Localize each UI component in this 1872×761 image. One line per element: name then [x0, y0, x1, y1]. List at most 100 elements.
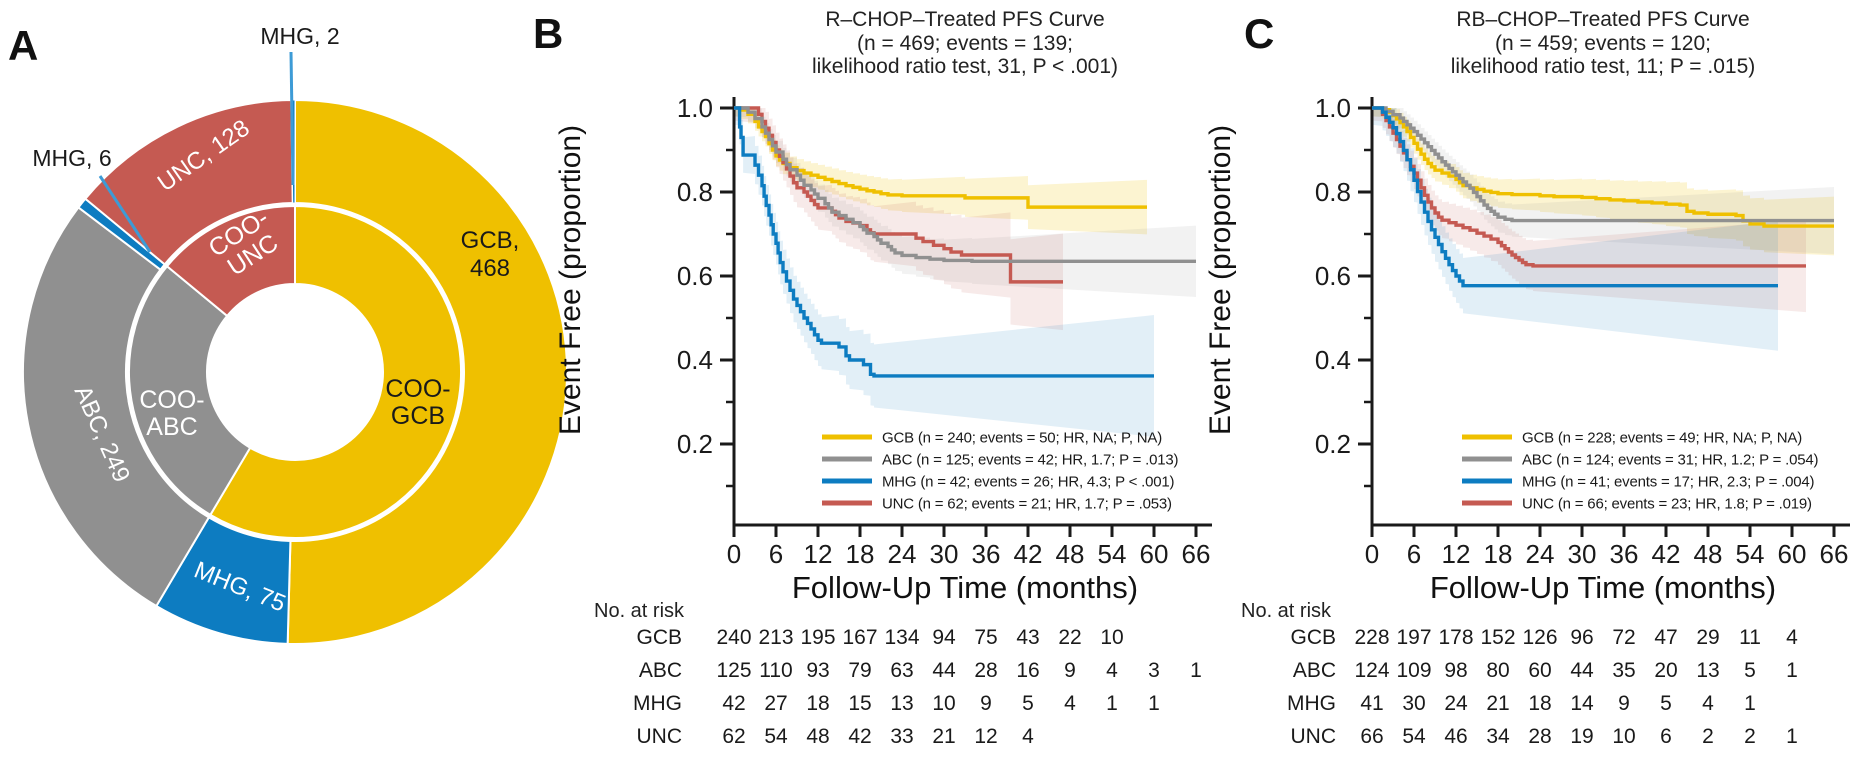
panel-a-letter: A — [8, 22, 39, 69]
risk-value: 1 — [1190, 659, 1202, 682]
risk-value: 14 — [1570, 692, 1594, 715]
km-curve-gcb — [1372, 106, 1834, 228]
mhg6-callout-line — [98, 175, 152, 253]
y-tick-label: 1.0 — [1315, 93, 1351, 123]
risk-value: 98 — [1444, 659, 1468, 682]
y-tick-label: 0.2 — [1315, 429, 1351, 459]
panel-b-title: R–CHOP–Treated PFS Curve (n = 469; event… — [700, 8, 1230, 79]
risk-value: 79 — [848, 659, 872, 682]
risk-value: 41 — [1360, 692, 1384, 715]
legend-label-mhg: MHG (n = 41; events = 17; HR, 2.3; P = .… — [1522, 474, 1815, 491]
km-ci-band-gcb — [734, 108, 1147, 235]
x-tick-label: 12 — [804, 539, 833, 569]
risk-value: 63 — [890, 659, 914, 682]
risk-value: 16 — [1016, 659, 1040, 682]
risk-value: 28 — [974, 659, 998, 682]
risk-value: 22 — [1058, 626, 1082, 649]
risk-value: 109 — [1396, 659, 1432, 682]
km-curve-gcb — [734, 106, 1147, 209]
risk-value: 42 — [722, 692, 746, 715]
coo-abc-inner-label: COO-ABC — [139, 386, 204, 441]
x-tick-label: 18 — [846, 539, 875, 569]
risk-value: 10 — [1100, 626, 1124, 649]
risk-value: 152 — [1480, 626, 1516, 649]
risk-value: 124 — [1354, 659, 1390, 682]
inner-slice-coo-gcb-0 — [209, 205, 462, 539]
km-ci-band-mhg — [1372, 108, 1778, 351]
risk-value: 43 — [1016, 626, 1040, 649]
risk-value: 42 — [848, 725, 872, 748]
risk-value: 75 — [974, 626, 998, 649]
risk-row-label-mhg: MHG — [633, 692, 682, 715]
x-tick-label: 36 — [972, 539, 1001, 569]
risk-row-label-gcb: GCB — [636, 626, 682, 649]
risk-value: 60 — [1528, 659, 1552, 682]
x-tick-label: 54 — [1098, 539, 1127, 569]
risk-value: 62 — [722, 725, 746, 748]
mhg2-callout-label: MHG, 2 — [260, 23, 339, 49]
risk-value: 125 — [716, 659, 752, 682]
legend-label-gcb: GCB (n = 240; events = 50; HR, NA; P, NA… — [882, 430, 1162, 447]
risk-row-label-unc: UNC — [636, 725, 683, 748]
risk-value: 4 — [1106, 659, 1118, 682]
risk-value: 4 — [1702, 692, 1714, 715]
risk-value: 195 — [800, 626, 836, 649]
km-ci-band-abc — [734, 108, 1196, 297]
risk-value: 1 — [1786, 659, 1798, 682]
risk-value: 29 — [1696, 626, 1720, 649]
risk-value: 6 — [1660, 725, 1672, 748]
risk-value: 9 — [980, 692, 992, 715]
risk-value: 4 — [1786, 626, 1798, 649]
panel-c-x-axis-label: Follow-Up Time (months) — [1429, 570, 1777, 605]
x-tick-label: 24 — [1526, 539, 1555, 569]
risk-value: 30 — [1402, 692, 1426, 715]
risk-value: 4 — [1022, 725, 1034, 748]
risk-value: 20 — [1654, 659, 1678, 682]
panel-c-title-line3: likelihood ratio test, 11; P = .015) — [1450, 55, 1756, 78]
km-ci-band-unc — [1372, 108, 1806, 313]
y-tick-label: 0.6 — [1315, 261, 1351, 291]
risk-value: 5 — [1660, 692, 1672, 715]
panel-b-letter: B — [533, 10, 564, 57]
km-ci-band-abc — [1372, 108, 1834, 255]
legend-label-abc: ABC (n = 125; events = 42; HR, 1.7; P = … — [882, 452, 1179, 469]
coo-gcb-inner-label: COO-GCB — [385, 375, 450, 430]
outer-slice-abc-2 — [22, 206, 210, 608]
risk-value: 44 — [1570, 659, 1594, 682]
x-tick-label: 48 — [1056, 539, 1085, 569]
risk-value: 10 — [1612, 725, 1636, 748]
km-ci-band-unc — [734, 108, 1063, 331]
risk-value: 72 — [1612, 626, 1636, 649]
risk-value: 18 — [1528, 692, 1552, 715]
risk-value: 1 — [1106, 692, 1118, 715]
risk-row-label-abc: ABC — [638, 659, 682, 682]
risk-value: 213 — [758, 626, 794, 649]
panel-b-title-line1: R–CHOP–Treated PFS Curve — [825, 8, 1105, 31]
x-tick-label: 12 — [1442, 539, 1471, 569]
legend-label-gcb: GCB (n = 228; events = 49; HR, NA; P, NA… — [1522, 430, 1802, 447]
risk-value: 10 — [932, 692, 956, 715]
x-tick-label: 0 — [1365, 539, 1379, 569]
risk-value: 48 — [806, 725, 830, 748]
risk-value: 12 — [974, 725, 998, 748]
risk-row-label-abc: ABC — [1292, 659, 1336, 682]
risk-value: 15 — [848, 692, 872, 715]
panel-b-title-line3: likelihood ratio test, 31, P < .001) — [811, 55, 1119, 78]
risk-value: 44 — [932, 659, 956, 682]
y-tick-label: 0.4 — [677, 345, 713, 375]
risk-value: 19 — [1570, 725, 1594, 748]
risk-value: 24 — [1444, 692, 1468, 715]
km-ci-band-gcb — [1372, 108, 1834, 256]
x-tick-label: 42 — [1652, 539, 1681, 569]
legend-label-unc: UNC (n = 62; events = 21; HR, 1.7; P = .… — [882, 496, 1172, 513]
km-ci-band-mhg — [734, 108, 1154, 437]
risk-value: 1 — [1744, 692, 1756, 715]
risk-value: 27 — [764, 692, 788, 715]
km-curve-mhg — [734, 106, 1154, 378]
risk-value: 1 — [1148, 692, 1160, 715]
risk-value: 54 — [1402, 725, 1426, 748]
risk-value: 66 — [1360, 725, 1384, 748]
risk-value: 178 — [1438, 626, 1474, 649]
risk-value: 197 — [1396, 626, 1432, 649]
rbchop-km-chart: 1.0 0.8 0.6 0.4 0.2 0 6 12 18 24 30 36 42 48 54 60 66 GCB… — [1315, 93, 1850, 569]
